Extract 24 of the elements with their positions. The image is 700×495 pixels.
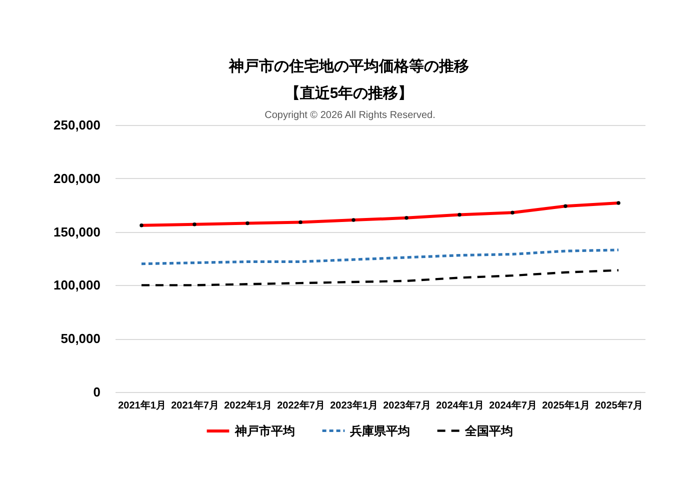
legend-label: 神戸市平均 <box>234 424 295 438</box>
text: Copyright © 2026 All Rights Reserved. <box>264 110 436 121</box>
x-tick-label: 2024年7月 <box>489 400 537 412</box>
x-tick-label: 2023年7月 <box>383 400 431 412</box>
y-tick-label: 50,000 <box>60 331 100 346</box>
x-tick-label: 2025年1月 <box>542 400 590 412</box>
line-series <box>140 269 620 286</box>
y-tick-label: 150,000 <box>54 224 100 240</box>
chart-title: 神戸市の住宅地の平均価格等の推移 <box>228 57 470 75</box>
y-tick-label: 100,000 <box>54 278 100 293</box>
chart-subtitle: 【直近5年の推移】 <box>284 85 414 102</box>
legend-label: 兵庫県平均 <box>349 424 410 438</box>
y-tick-label: 0 <box>93 384 100 400</box>
legend-label: 全国平均 <box>464 424 513 438</box>
y-tick-label: 200,000 <box>54 170 100 186</box>
x-tick-label: 2022年7月 <box>277 400 325 412</box>
x-tick-label: 2021年1月 <box>118 400 166 412</box>
x-tick-label: 2023年1月 <box>330 400 378 412</box>
x-tick-label: 2025年7月 <box>595 400 643 412</box>
x-tick-label: 2021年7月 <box>171 400 219 412</box>
y-tick-label: 250,000 <box>54 118 100 132</box>
x-tick-label: 2024年1月 <box>436 400 484 412</box>
line-series <box>140 248 620 266</box>
x-tick-label: 2022年1月 <box>224 400 272 412</box>
